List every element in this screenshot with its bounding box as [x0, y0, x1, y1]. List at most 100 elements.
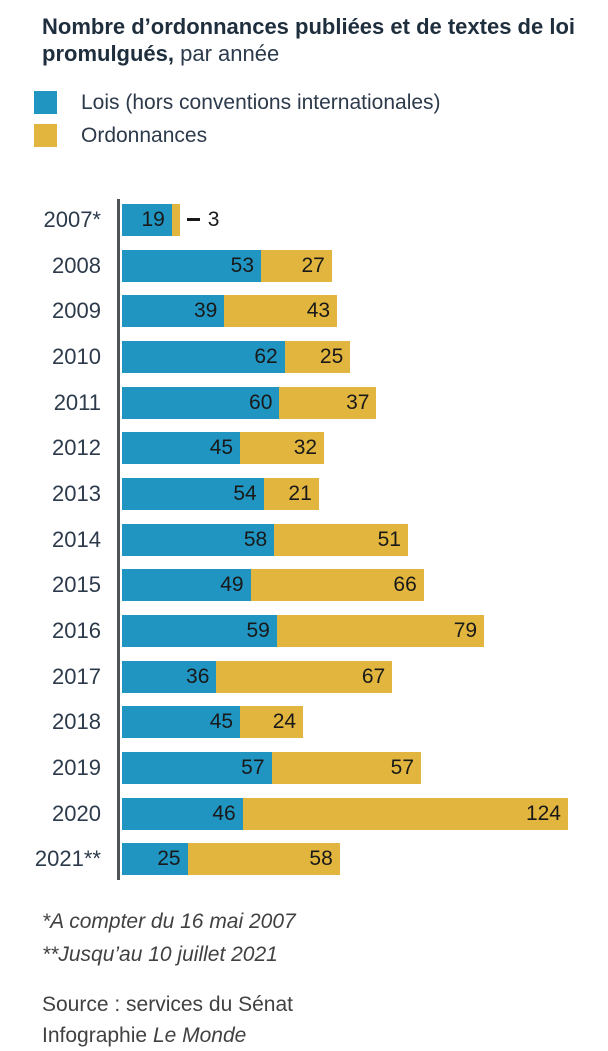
- bar-segment-ordonnances: 37: [279, 386, 377, 419]
- bar-value-outside: 3: [207, 207, 220, 231]
- value-callout-dash: [186, 218, 200, 222]
- bar-stack: 19 3: [122, 203, 220, 236]
- bar-stack: 60 37: [122, 386, 377, 419]
- bar-segment-lois: 45: [122, 432, 241, 465]
- bar-value: 57: [390, 756, 414, 780]
- bar-segment-ordonnances: 43: [224, 295, 338, 328]
- bar-value: 27: [301, 253, 325, 277]
- chart-row: 2015 49 66: [0, 563, 608, 609]
- bar-value: 66: [393, 573, 417, 597]
- bar-value: 60: [249, 390, 273, 414]
- legend-swatch-lois: [34, 91, 57, 114]
- bar-value: 19: [141, 207, 165, 231]
- bar-value: 46: [212, 801, 236, 825]
- bar-stack: 62 25: [122, 340, 351, 373]
- bar-stack: 57 57: [122, 752, 421, 785]
- bar-value: 51: [377, 527, 401, 551]
- chart-rows: 2007* 19 3 2008 53 27 2009 39 43 2010 62 25 2011 60 37…: [0, 197, 608, 882]
- chart-title: Nombre d’ordonnances publiées et de text…: [42, 13, 577, 67]
- bar-value: 37: [346, 390, 370, 414]
- bar-segment-ordonnances: 67: [216, 660, 393, 693]
- bar-stack: 54 21: [122, 477, 319, 510]
- year-label: 2011: [53, 389, 101, 415]
- bar-segment-ordonnances: 32: [240, 432, 325, 465]
- bar-segment-lois: 19: [122, 203, 172, 236]
- year-label: 2021**: [34, 846, 101, 872]
- bar-stack: 49 66: [122, 569, 424, 602]
- year-label: 2012: [52, 435, 101, 461]
- y-axis-line: [117, 199, 120, 881]
- bar-stack: 36 67: [122, 660, 393, 693]
- chart-row: 2009 39 43: [0, 288, 608, 334]
- bar-stack: 46 124: [122, 797, 568, 830]
- chart-row: 2012 45 32: [0, 425, 608, 471]
- chart-row: 2011 60 37: [0, 380, 608, 426]
- bar-value: 45: [209, 436, 234, 460]
- bar-value: 53: [230, 253, 254, 277]
- bar-value: 25: [319, 344, 344, 368]
- bar-segment-ordonnances: 21: [263, 477, 319, 510]
- stacked-bar-chart: 2007* 19 3 2008 53 27 2009 39 43 2010 62 25 2011 60 37…: [0, 197, 608, 882]
- bar-segment-ordonnances: 79: [276, 615, 485, 648]
- bar-value: 58: [243, 527, 268, 551]
- bar-segment-lois: 62: [122, 340, 285, 373]
- bar-segment-ordonnances: 124: [242, 797, 568, 830]
- bar-segment-lois: 39: [122, 295, 225, 328]
- year-label: 2016: [52, 618, 101, 644]
- bar-segment-ordonnances: 57: [271, 752, 421, 785]
- bar-segment-ordonnances: 66: [250, 569, 424, 602]
- bar-stack: 45 24: [122, 706, 304, 739]
- bar-value: 45: [209, 710, 234, 734]
- chart-title-bold: Nombre d’ordonnances publiées et de text…: [42, 14, 576, 66]
- bar-stack: 39 43: [122, 295, 338, 328]
- chart-row: 2013 54 21: [0, 471, 608, 517]
- bar-segment-lois: 54: [122, 477, 264, 510]
- bar-segment-ordonnances: 24: [240, 706, 304, 739]
- bar-value: 59: [246, 619, 270, 643]
- legend-item-lois: Lois (hors conventions internationales): [34, 86, 608, 119]
- bar-segment-ordonnances: [171, 203, 180, 236]
- bar-value: 24: [272, 710, 297, 734]
- bar-stack: 59 79: [122, 615, 485, 648]
- bar-segment-ordonnances: 51: [274, 523, 408, 556]
- bar-value: 43: [306, 299, 331, 323]
- bar-value: 79: [453, 619, 478, 643]
- chart-row: 2017 36 67: [0, 654, 608, 700]
- chart-row: 2014 58 51: [0, 517, 608, 563]
- bar-value: 62: [254, 344, 278, 368]
- year-label: 2019: [52, 755, 101, 781]
- bar-value: 67: [361, 664, 386, 688]
- bar-value: 25: [157, 847, 181, 871]
- year-label: 2017: [52, 663, 101, 689]
- bar-segment-lois: 53: [122, 249, 261, 282]
- legend-label-lois: Lois (hors conventions internationales): [81, 90, 441, 114]
- bar-value: 36: [186, 664, 210, 688]
- year-label: 2020: [52, 800, 101, 826]
- chart-row: 2021** 25 58: [0, 837, 608, 883]
- bar-value: 54: [233, 481, 257, 505]
- bar-value: 21: [288, 481, 312, 505]
- infographic-credit-brand: Le Monde: [152, 1024, 247, 1048]
- legend: Lois (hors conventions internationales) …: [34, 86, 608, 152]
- bar-segment-lois: 36: [122, 660, 217, 693]
- bar-segment-lois: 57: [122, 752, 272, 785]
- bar-segment-lois: 45: [122, 706, 241, 739]
- chart-row: 2018 45 24: [0, 700, 608, 746]
- year-label: 2008: [52, 252, 101, 278]
- bar-value: 49: [220, 573, 244, 597]
- bar-value: 39: [193, 299, 218, 323]
- year-label: 2018: [52, 709, 101, 735]
- bar-segment-lois: 25: [122, 843, 188, 876]
- bar-segment-ordonnances: 58: [187, 843, 340, 876]
- source-block: Source : services du Sénat Infographie L…: [42, 989, 608, 1051]
- bar-segment-lois: 58: [122, 523, 275, 556]
- bar-stack: 25 58: [122, 843, 340, 876]
- bar-value: 58: [309, 847, 333, 871]
- bar-stack: 45 32: [122, 432, 325, 465]
- chart-row: 2016 59 79: [0, 608, 608, 654]
- bar-segment-lois: 46: [122, 797, 243, 830]
- year-label: 2009: [52, 298, 101, 324]
- year-label: 2013: [52, 480, 101, 506]
- bar-value: 32: [293, 436, 318, 460]
- chart-row: 2019 57 57: [0, 745, 608, 791]
